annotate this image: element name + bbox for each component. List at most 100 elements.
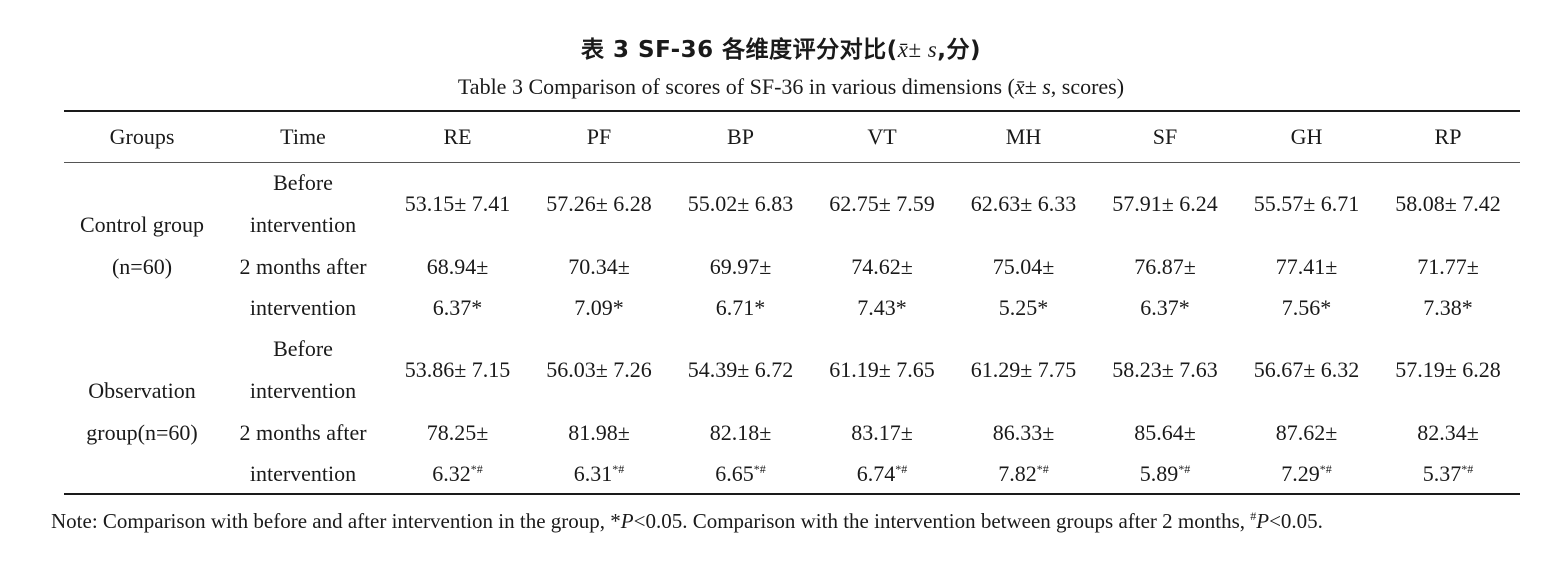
cell-value: 68.94± — [426, 254, 489, 279]
cell-value: 7.82*# — [953, 461, 1094, 487]
group-name-observation: Observation — [88, 378, 196, 403]
cell-value: 62.63± 6.33 — [970, 191, 1077, 216]
note-text: <0.05. Comparison with the intervention … — [633, 509, 1251, 533]
header-sf: SF — [1152, 124, 1178, 149]
table-header-rule — [64, 162, 1520, 163]
cell-value: 85.64± — [1134, 420, 1196, 445]
caption-en-symbol: x̄± s — [1014, 74, 1051, 99]
cell-value-number: 6.31 — [573, 461, 613, 486]
cell-value: 58.08± 7.42 — [1395, 191, 1501, 216]
header-bp: BP — [727, 124, 754, 149]
cell-value: 7.38* — [1423, 295, 1473, 320]
cell-value: 77.41± — [1275, 254, 1338, 279]
cell-value-number: 5.89 — [1139, 461, 1179, 486]
cell-value: 83.17± — [851, 420, 913, 445]
cell-value: 56.03± 7.26 — [546, 357, 652, 382]
cell-value: 6.32*# — [387, 461, 528, 487]
time-label: intervention — [249, 378, 357, 403]
header-vt: VT — [867, 124, 897, 149]
cell-value-number: 6.65 — [715, 461, 754, 486]
caption-cn-symbol: x̄± s — [897, 37, 938, 62]
cell-value-number: 7.82 — [998, 461, 1037, 486]
significance-mark: *# — [1036, 462, 1049, 476]
time-label: Before — [273, 170, 333, 195]
cell-value: 61.29± 7.75 — [970, 357, 1077, 382]
time-label: 2 months after — [239, 420, 367, 445]
significance-mark: *# — [470, 462, 483, 476]
cell-value: 5.25* — [998, 295, 1049, 320]
cell-value: 87.62± — [1275, 420, 1338, 445]
caption-en-prefix: Table 3 Comparison of scores of SF-36 in… — [457, 74, 1015, 99]
header-pf: PF — [586, 124, 612, 149]
cell-value: 57.19± 6.28 — [1395, 357, 1501, 382]
note-text: <0.05. — [1269, 509, 1323, 533]
cell-value: 6.37* — [432, 295, 483, 320]
cell-value: 82.34± — [1417, 420, 1479, 445]
cell-value-number: 6.32 — [432, 461, 471, 486]
cell-value-number: 5.37 — [1422, 461, 1462, 486]
table-footnote: Note: Comparison with before and after i… — [51, 509, 1323, 534]
cell-value: 62.75± 7.59 — [829, 191, 935, 216]
time-label: intervention — [249, 461, 357, 486]
group-size-observation: group(n=60) — [86, 420, 198, 445]
table-caption-english: Table 3 Comparison of scores of SF-36 in… — [0, 74, 1562, 100]
significance-mark: *# — [895, 462, 908, 476]
time-label: intervention — [249, 212, 357, 237]
header-groups: Groups — [109, 124, 175, 149]
cell-value: 6.74*# — [811, 461, 953, 487]
cell-value: 54.39± 6.72 — [687, 357, 794, 382]
table-caption-chinese: 表 3 SF-36 各维度评分对比(x̄± s,分) — [0, 30, 1562, 64]
table-top-rule — [64, 110, 1520, 112]
time-label: intervention — [249, 295, 357, 320]
header-rp: RP — [1434, 124, 1462, 149]
significance-mark: *# — [753, 462, 766, 476]
cell-value: 75.04± — [992, 254, 1055, 279]
note-text: Note: Comparison with before and after i… — [51, 509, 621, 533]
cell-value: 5.37*# — [1377, 461, 1519, 487]
time-label: Before — [273, 336, 333, 361]
cell-value: 74.62± — [851, 254, 913, 279]
cell-value: 7.43* — [857, 295, 907, 320]
caption-en-suffix: , scores) — [1050, 74, 1125, 99]
note-hash-mark: # — [1250, 509, 1257, 523]
significance-mark: *# — [1319, 462, 1332, 476]
cell-value: 57.91± 6.24 — [1112, 191, 1218, 216]
cell-value: 76.87± — [1134, 254, 1196, 279]
cell-value: 78.25± — [426, 420, 489, 445]
cell-value: 58.23± 7.63 — [1112, 357, 1218, 382]
header-mh: MH — [1005, 124, 1042, 149]
note-p-symbol: P — [620, 509, 634, 533]
significance-mark: *# — [612, 462, 625, 476]
cell-value: 53.15± 7.41 — [404, 191, 511, 216]
cell-value: 81.98± — [568, 420, 630, 445]
cell-value: 7.09* — [574, 295, 624, 320]
cell-value: 55.57± 6.71 — [1253, 191, 1360, 216]
cell-value: 6.37* — [1140, 295, 1190, 320]
note-p-symbol: P — [1256, 509, 1270, 533]
cell-value: 71.77± — [1417, 254, 1479, 279]
cell-value: 55.02± 6.83 — [687, 191, 794, 216]
cell-value-number: 7.29 — [1281, 461, 1320, 486]
group-size-control: (n=60) — [111, 254, 173, 279]
cell-value: 56.67± 6.32 — [1253, 357, 1360, 382]
cell-value: 70.34± — [568, 254, 630, 279]
cell-value: 6.65*# — [670, 461, 811, 487]
cell-value: 69.97± — [709, 254, 772, 279]
caption-cn-suffix: ,分) — [937, 37, 981, 63]
cell-value: 82.18± — [709, 420, 772, 445]
significance-mark: *# — [1461, 462, 1474, 476]
cell-value: 7.29*# — [1236, 461, 1377, 487]
caption-cn-prefix: 表 3 SF-36 各维度评分对比( — [581, 37, 898, 63]
table-bottom-rule — [64, 493, 1520, 495]
cell-value: 6.71* — [715, 295, 766, 320]
header-time: Time — [280, 124, 326, 149]
cell-value: 86.33± — [992, 420, 1055, 445]
cell-value: 57.26± 6.28 — [546, 191, 652, 216]
significance-mark: *# — [1178, 462, 1191, 476]
group-name-control: Control group — [79, 212, 205, 237]
cell-value: 7.56* — [1281, 295, 1332, 320]
time-label: 2 months after — [239, 254, 367, 279]
cell-value: 5.89*# — [1094, 461, 1236, 487]
cell-value: 61.19± 7.65 — [829, 357, 935, 382]
cell-value: 6.31*# — [528, 461, 670, 487]
